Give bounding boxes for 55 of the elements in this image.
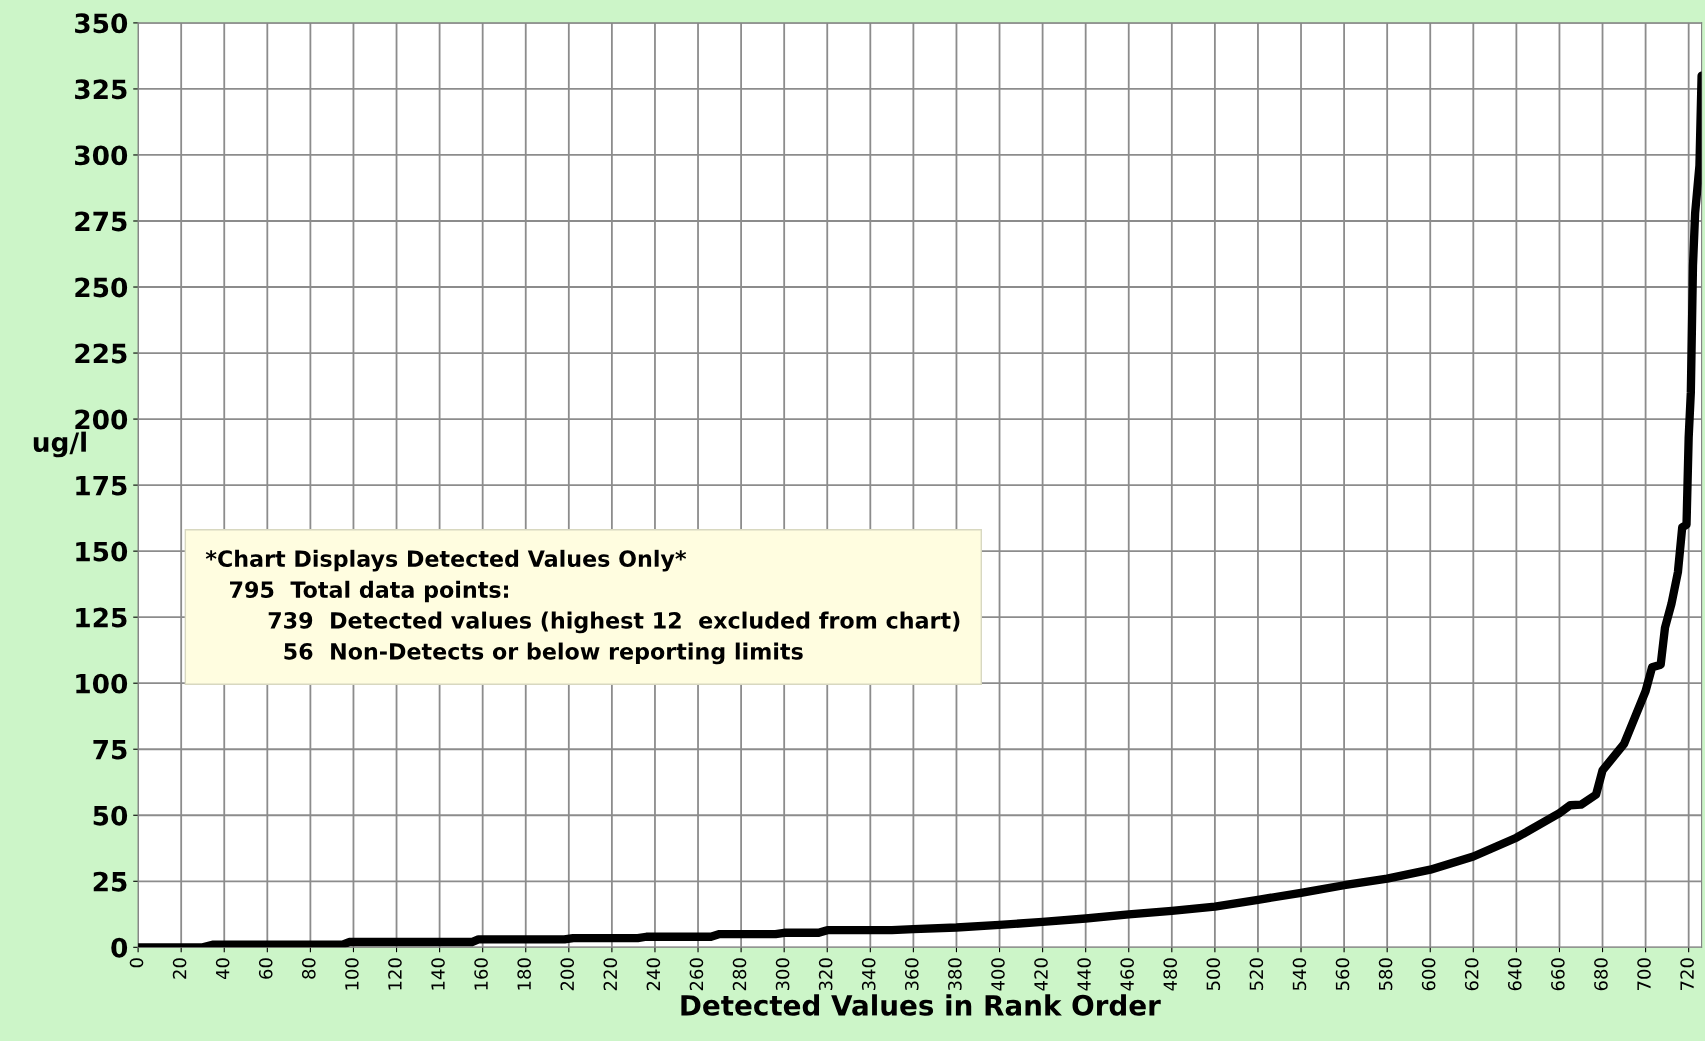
x-tick-label: 220 [603,958,618,991]
x-tick-label: 640 [1507,958,1522,991]
y-tick-label: 0 [111,937,128,958]
x-tick-label: 40 [215,958,230,980]
x-tick-label: 720 [1680,958,1694,991]
x-axis-title: Detected Values in Rank Order [681,994,1161,1016]
y-tick-label: 25 [93,871,127,892]
x-tick-label: 320 [818,958,833,991]
x-tick-label: 180 [517,958,531,990]
x-tick-label: 500 [1206,958,1221,991]
x-tick-label: 360 [904,958,919,991]
y-tick-label: 300 [75,145,128,166]
x-tick-label: 300 [775,958,790,991]
y-tick-label: 275 [75,211,127,232]
x-tick-label: 580 [1378,958,1393,991]
x-tick-label: 480 [1163,958,1178,991]
x-tick-label: 160 [474,958,488,990]
x-tick-label: 100 [345,958,359,990]
x-tick-label: 520 [1249,958,1264,991]
x-tick-label: 400 [991,958,1005,991]
x-tick-label: 600 [1421,958,1436,991]
y-tick-label: 100 [76,673,128,694]
x-tick-label: 700 [1637,958,1651,991]
x-tick-label: 60 [258,958,273,979]
x-tick-label: 0 [129,958,144,968]
x-tick-label: 340 [861,958,876,991]
x-tick-label: 140 [431,958,445,990]
y-tick-label: 75 [93,740,127,760]
x-tick-label: 420 [1034,958,1048,991]
x-tick-label: 120 [388,958,402,990]
x-tick-label: 540 [1292,958,1307,991]
y-tick-label: 50 [93,805,128,826]
x-tick-label: 660 [1551,958,1565,991]
x-tick-label: 80 [301,958,316,979]
y-tick-label: 225 [75,343,127,364]
y-axis-title: ug/l [33,431,86,458]
x-tick-label: 680 [1594,958,1608,991]
y-tick-label: 200 [75,409,128,430]
y-tick-label: 350 [75,13,128,34]
x-tick-label: 620 [1464,958,1479,991]
x-tick-label: 280 [732,958,747,991]
y-tick-label: 150 [76,541,128,562]
x-tick-label: 560 [1335,958,1350,991]
annotation: *Chart Displays Detected Values Only* 795 Total data points: 739 Detected values (highest 12 excluded from chart) 56 Non-Detects or below reporting limits [205,549,960,665]
y-tick-label: 250 [75,277,128,298]
x-tick-label: 260 [689,958,704,991]
x-tick-label: 460 [1120,958,1134,991]
y-tick-label: 325 [75,79,127,100]
x-tick-label: 200 [560,958,575,991]
y-tick-label: 125 [76,607,127,628]
y-tick-label: 175 [76,475,127,496]
x-tick-label: 240 [646,958,661,991]
x-tick-label: 380 [948,958,962,991]
x-tick-label: 440 [1077,958,1091,991]
x-tick-label: 20 [172,958,187,979]
